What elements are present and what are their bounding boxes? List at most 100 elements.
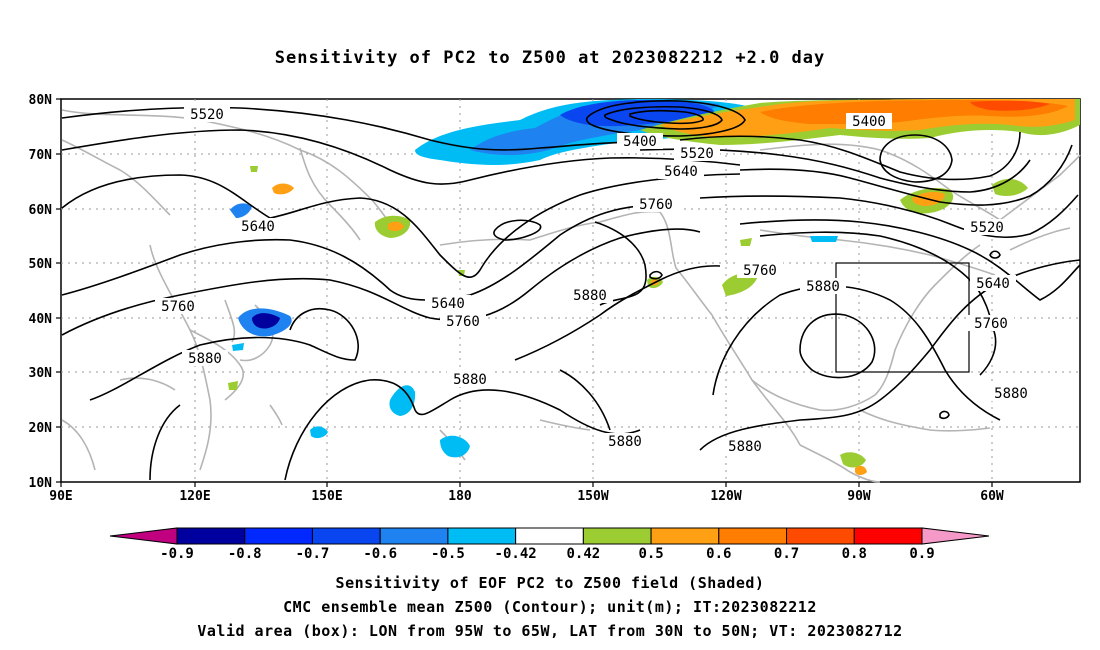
svg-text:5880: 5880 (994, 386, 1028, 402)
shade-positive-mexico-core (855, 465, 867, 475)
svg-text:5640: 5640 (241, 219, 275, 235)
contour-label: 5880 (567, 287, 613, 304)
shade-negative-pacific-2 (440, 435, 470, 458)
axis-ticks (56, 98, 993, 487)
svg-text:5880: 5880 (188, 351, 222, 367)
footer-line-3: Valid area (box): LON from 95W to 65W, L… (197, 622, 903, 640)
colorbar-label: 0.7 (774, 546, 799, 562)
latitude-labels: 80N 70N 60N 50N 40N 30N 20N 10N (29, 93, 53, 491)
shade-negative-pacific-1 (389, 385, 416, 416)
colorbar-label: 0.42 (567, 546, 601, 562)
lat-label: 40N (29, 312, 53, 327)
contour-label: 5520 (674, 145, 720, 162)
contour-label: 5640 (235, 218, 281, 235)
longitude-labels: 90E 120E 150E 180 150W 120W 90W 60W (49, 489, 1004, 504)
svg-text:5760: 5760 (974, 316, 1008, 332)
shade-negative-kam (230, 203, 252, 218)
svg-text:5880: 5880 (806, 279, 840, 295)
svg-text:5400: 5400 (623, 134, 657, 150)
lon-label: 150W (577, 489, 608, 504)
contour-label: 5880 (447, 371, 493, 388)
lon-label: 90W (847, 489, 871, 504)
lat-label: 60N (29, 203, 53, 218)
svg-text:5640: 5640 (976, 276, 1010, 292)
svg-text:5880: 5880 (608, 434, 642, 450)
footer-line-1: Sensitivity of EOF PC2 to Z500 field (Sh… (335, 574, 765, 592)
lon-label: 60W (980, 489, 1004, 504)
shade-positive-mexico (840, 452, 866, 468)
svg-text:5640: 5640 (664, 164, 698, 180)
colorbar-box (379, 527, 449, 545)
shade-positive-north-peak (970, 100, 1050, 111)
lat-label: 50N (29, 257, 53, 272)
contour-label: 5760 (440, 313, 486, 330)
colorbar-box (582, 527, 652, 545)
svg-text:5760: 5760 (446, 314, 480, 330)
contour-label: 5880 (602, 433, 648, 450)
contour-label: 5400 (617, 133, 663, 150)
colorbar-arrow-low (109, 527, 178, 545)
lat-label: 20N (29, 421, 53, 436)
contour-label: 5640 (970, 275, 1016, 292)
lon-label: 90E (49, 489, 72, 504)
shade-negative-japan-core (252, 313, 280, 329)
contour-label: 5880 (800, 278, 846, 295)
svg-text:5760: 5760 (161, 299, 195, 315)
svg-text:5400: 5400 (852, 114, 886, 130)
contour-label: 5640 (425, 295, 471, 312)
contour-label: 5760 (633, 196, 679, 213)
colorbar-label: 0.5 (638, 546, 663, 562)
shade-positive-east (992, 178, 1028, 196)
contour-label: 5760 (155, 298, 201, 315)
shade-negative-japan-small (232, 343, 244, 351)
lat-label: 80N (29, 93, 53, 108)
colorbar-box (515, 527, 584, 545)
svg-text:5880: 5880 (453, 372, 487, 388)
colorbar-label: 0.8 (842, 546, 867, 562)
shade-negative-north-small (810, 236, 838, 242)
lon-label: 150E (311, 489, 342, 504)
colorbar-box (650, 527, 720, 545)
svg-text:5760: 5760 (639, 197, 673, 213)
contour-label: 5640 (658, 163, 704, 180)
lat-label: 10N (29, 476, 53, 491)
z500-contours (61, 100, 1081, 481)
contour-label: 5880 (722, 438, 768, 455)
svg-text:5760: 5760 (743, 263, 777, 279)
colorbar-label: -0.5 (431, 546, 465, 562)
shade-positive-bc (740, 238, 752, 246)
contour-label: 5760 (737, 262, 783, 279)
colorbar-label: -0.42 (495, 546, 537, 562)
shade-positive-kam (272, 183, 294, 195)
colorbar: -0.9 -0.8 -0.7 -0.6 -0.5 -0.42 0.42 0.5 0.6 0.7 0.… (109, 527, 990, 562)
contour-label: 5520 (964, 219, 1010, 236)
svg-text:5640: 5640 (431, 296, 465, 312)
footer-line-2: CMC ensemble mean Z500 (Contour); unit(m… (283, 598, 817, 616)
colorbar-label: -0.8 (228, 546, 262, 562)
figure-title: Sensitivity of PC2 to Z500 at 2023082212… (274, 48, 826, 68)
shade-positive-small-2 (250, 166, 258, 172)
lon-label: 120W (710, 489, 741, 504)
contour-label: 5880 (988, 385, 1034, 402)
svg-text:5520: 5520 (970, 220, 1004, 236)
lat-label: 30N (29, 366, 53, 381)
colorbar-label: 0.9 (909, 546, 934, 562)
colorbar-box (311, 527, 381, 545)
colorbar-label: -0.7 (296, 546, 330, 562)
lat-label: 70N (29, 148, 53, 163)
contour-label: 5400 (846, 113, 892, 130)
lon-label: 120E (179, 489, 210, 504)
shade-positive-rockies (722, 273, 758, 296)
svg-text:5520: 5520 (680, 146, 714, 162)
colorbar-box (447, 527, 517, 545)
contour-label: 5760 (968, 315, 1014, 332)
shade-positive-bering-core (388, 221, 404, 232)
svg-text:5880: 5880 (728, 439, 762, 455)
svg-text:5520: 5520 (190, 107, 224, 123)
contour-labels: 5520 5400 5520 5640 5760 5640 5760 5880 … (155, 106, 1034, 455)
colorbar-box (786, 527, 855, 545)
colorbar-box (853, 527, 923, 545)
colorbar-box (718, 527, 788, 545)
lon-label: 180 (448, 489, 472, 504)
